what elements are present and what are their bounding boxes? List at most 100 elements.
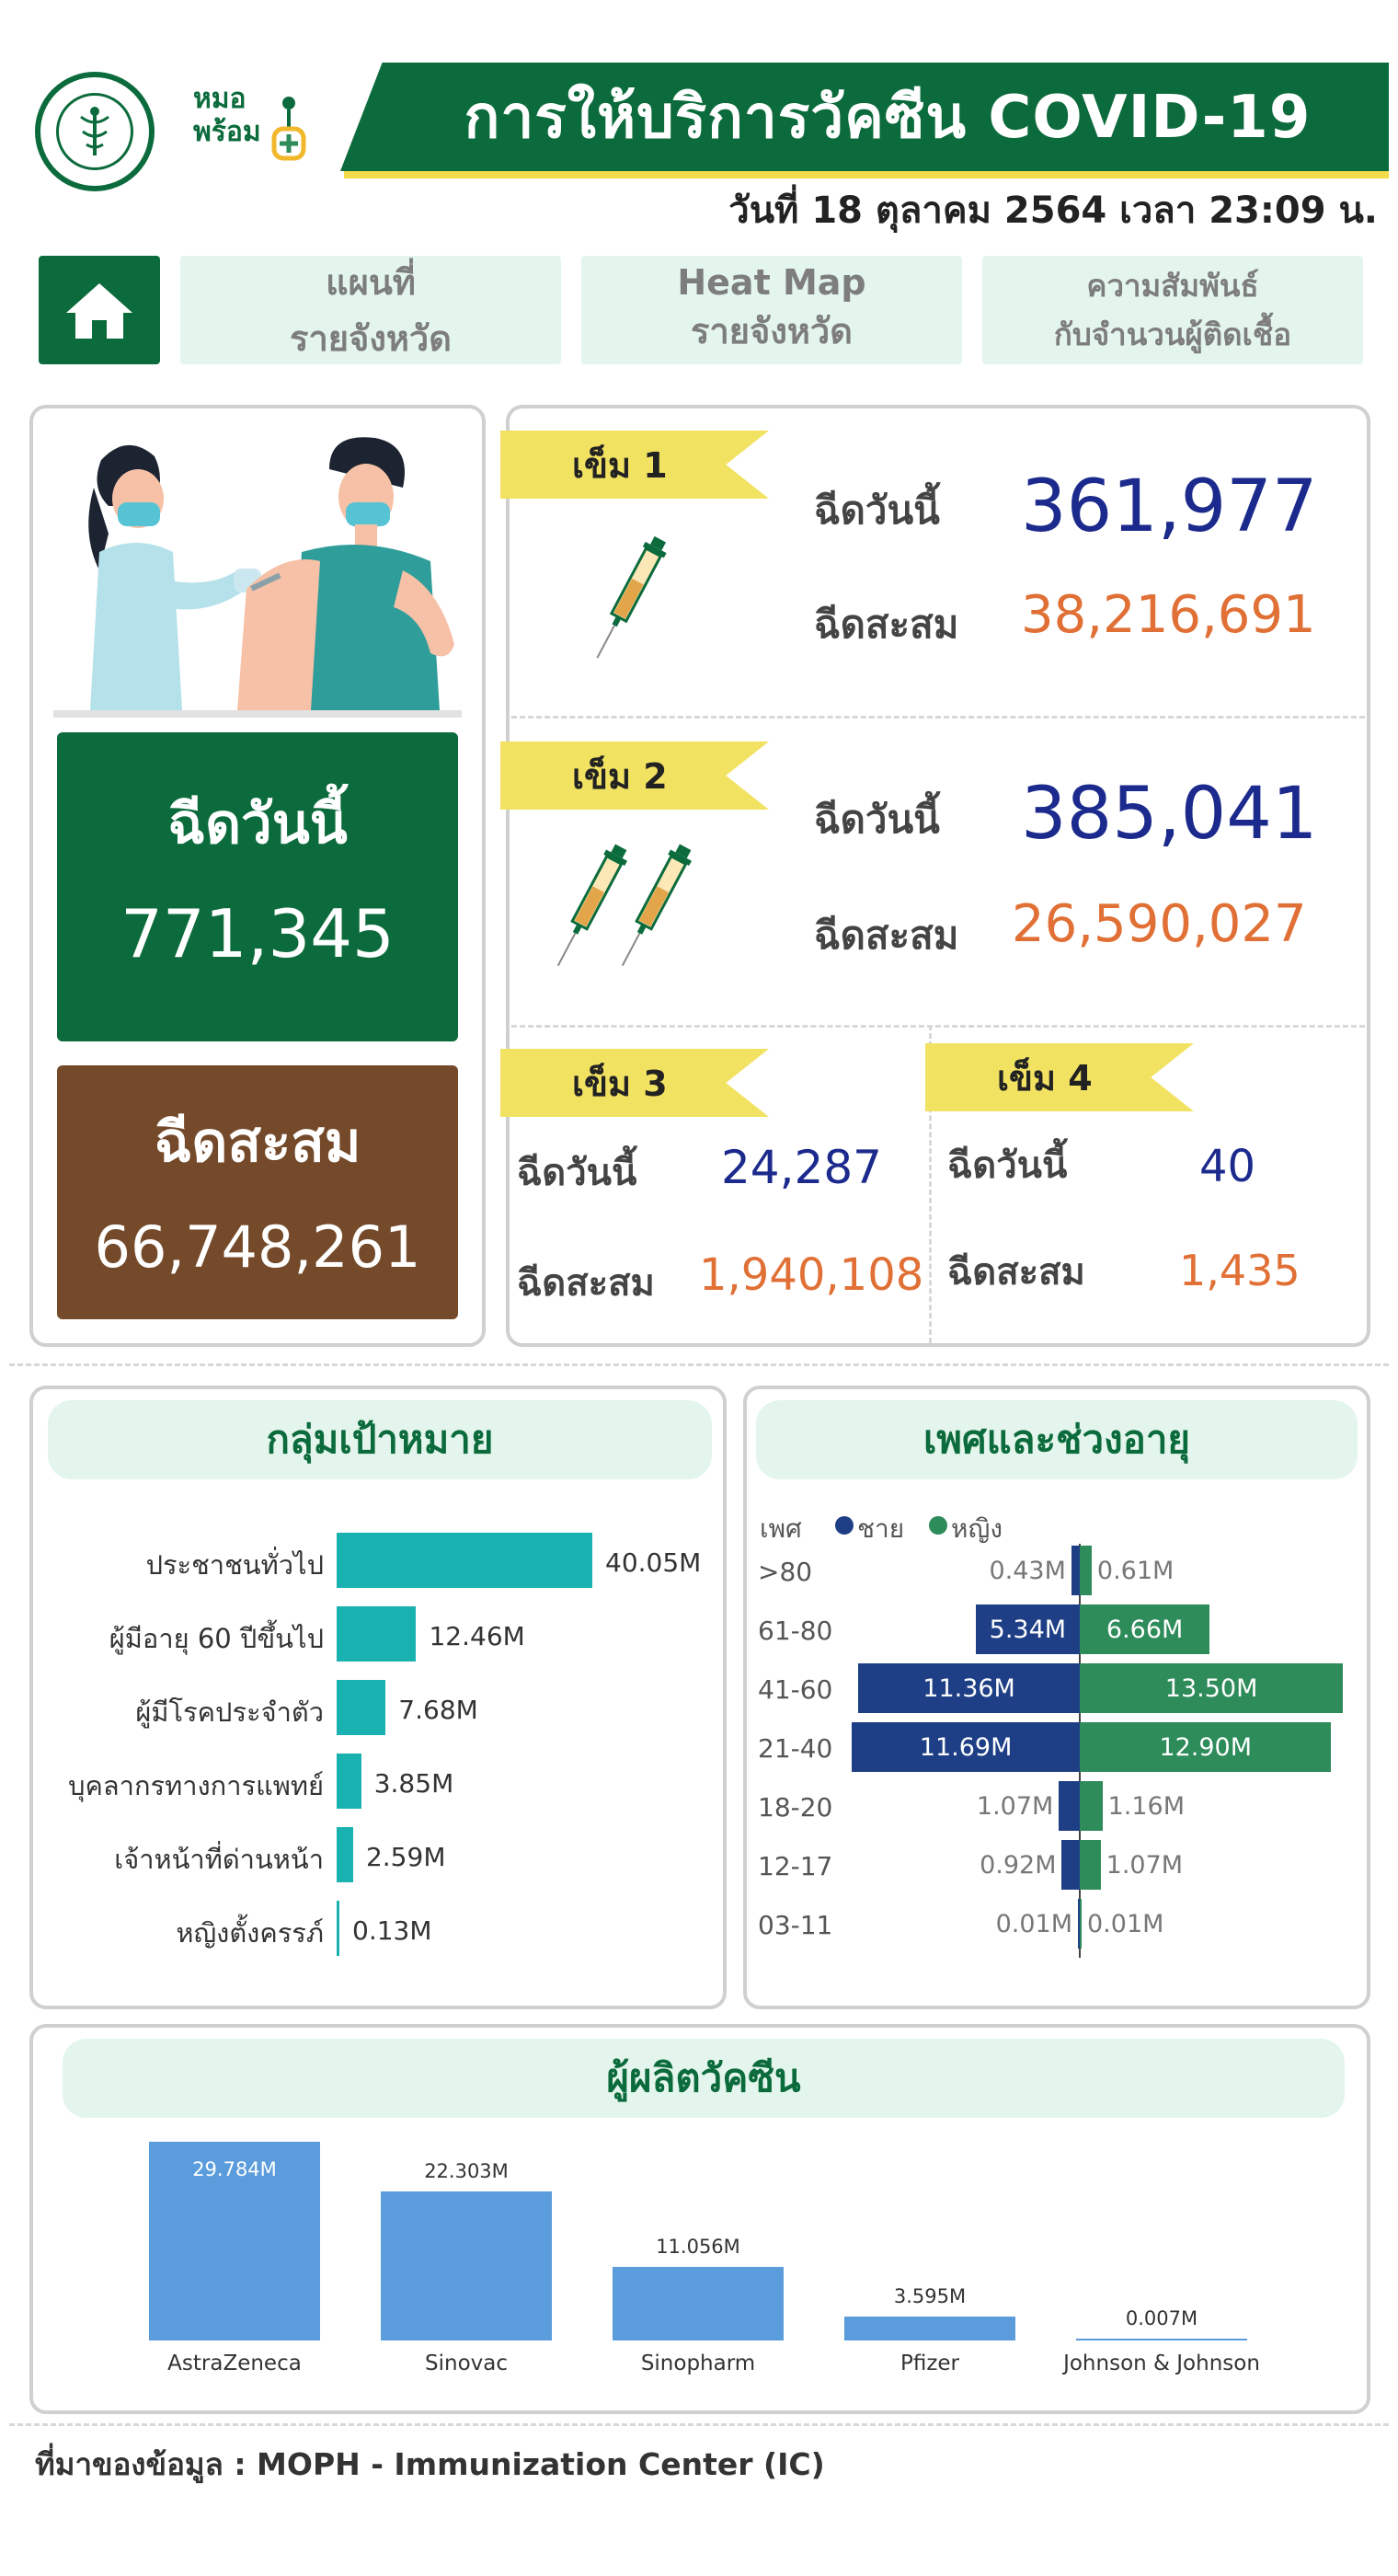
female-bar: [1080, 1899, 1082, 1949]
vaccine-bar-label: Sinopharm: [640, 2352, 756, 2375]
vaccine-bar-label: Johnson & Johnson: [1063, 2352, 1260, 2375]
nav-heatmap-line1: Heat Map: [677, 261, 866, 303]
female-bar: [1080, 1546, 1092, 1595]
gender-age-header: เพศและช่วงอายุ: [756, 1400, 1358, 1479]
vaccine-bar-value: 11.056M: [656, 2235, 740, 2258]
vaccine-bar-value: 0.007M: [1125, 2307, 1198, 2329]
male-bar-value: 1.07M: [976, 1792, 1054, 1821]
dose4-today-label: ฉีดวันนี้: [947, 1144, 1068, 1187]
target-bar-value: 40.05M: [605, 1547, 702, 1578]
target-bar-label: บุคลากรทางการแพทย์: [68, 1770, 324, 1801]
dose2-tag: เข็ม 2: [500, 742, 769, 810]
dose4-total-value: 1,435: [1179, 1246, 1301, 1295]
male-bar: [1071, 1546, 1080, 1595]
age-group-label: 12-17: [758, 1851, 833, 1881]
mor-prom-logo: หมอ พร้อม: [193, 83, 306, 175]
dose4-today-value: 40: [1199, 1141, 1256, 1192]
target-bar: [337, 1901, 339, 1956]
dose3-total-value: 1,940,108: [699, 1249, 924, 1301]
cumulative-total-value: 66,748,261: [94, 1213, 421, 1281]
male-bar-value: 0.43M: [989, 1557, 1066, 1585]
male-bar-value: 11.69M: [919, 1733, 1013, 1762]
nav-infection-relation-button[interactable]: ความสัมพันธ์ กับจำนวนผู้ติดเชื้อ: [982, 256, 1363, 364]
target-group-header: กลุ่มเป้าหมาย: [48, 1400, 712, 1479]
female-bar-value: 1.07M: [1106, 1851, 1184, 1880]
cumulative-total-card: ฉีดสะสม 66,748,261: [57, 1065, 458, 1319]
target-bar: [337, 1533, 592, 1588]
dose3-today-label: ฉีดวันนี้: [517, 1152, 637, 1194]
divider-dose1: [511, 716, 1365, 719]
male-bar-value: 0.01M: [995, 1910, 1072, 1938]
target-bar-label: ประชาชนทั่วไป: [145, 1549, 324, 1581]
male-bar: [852, 1722, 1080, 1772]
section-divider-1: [9, 1363, 1389, 1366]
target-group-chart: ประชาชนทั่วไป 40.05M ผู้มีอายุ 60 ปีขึ้นไป…: [29, 1490, 727, 2006]
vaccine-bar: [613, 2266, 784, 2340]
female-bar-value: 6.66M: [1106, 1616, 1184, 1644]
dose1-tag-label: เข็ม 1: [572, 444, 668, 486]
gender-age-chart: >80 0.43M 0.61M 61-80 5.34M 6.66M 41-60 11.36M 1…: [743, 1536, 1370, 2006]
vaccine-bar-label: AstraZeneca: [167, 2352, 302, 2375]
gender-age-title: เพศและช่วงอายุ: [922, 1417, 1191, 1462]
two-syringes-icon: [556, 844, 692, 967]
age-group-label: 18-20: [758, 1792, 833, 1823]
section-divider-2: [9, 2423, 1389, 2426]
target-bar-label: หญิงตั้งครรภ์: [176, 1917, 324, 1949]
target-bar-label: ผู้มีอายุ 60 ปีขึ้นไป: [109, 1623, 324, 1654]
male-bar-value: 11.36M: [922, 1674, 1015, 1703]
home-icon: [66, 283, 132, 339]
vaccine-bar: [1076, 2339, 1247, 2340]
female-bar: [1080, 1663, 1344, 1713]
nav-relation-line2: กับจำนวนผู้ติดเชื้อ: [1053, 316, 1292, 352]
dose2-total-label: ฉีดสะสม: [814, 913, 959, 958]
vaccine-bar: [149, 2142, 320, 2340]
nav-heatmap-button[interactable]: Heat Map รายจังหวัด: [581, 256, 962, 364]
male-bar: [1059, 1781, 1080, 1831]
cumulative-total-label: ฉีดสะสม: [154, 1110, 361, 1175]
dose4-total-label: ฉีดสะสม: [947, 1251, 1085, 1294]
female-bar: [1080, 1604, 1210, 1654]
nav-map-line1: แผนที่: [326, 262, 416, 303]
female-bar: [1080, 1722, 1332, 1772]
dose3-tag-label: เข็ม 3: [572, 1063, 668, 1104]
today-total-value: 771,345: [120, 895, 395, 972]
age-group-label: 21-40: [758, 1733, 833, 1764]
vaccine-bar-value: 3.595M: [893, 2284, 967, 2307]
dose3-today-value: 24,287: [721, 1141, 882, 1194]
title-stripe: [344, 171, 1389, 178]
female-bar-value: 0.61M: [1096, 1557, 1175, 1585]
home-button[interactable]: [39, 256, 160, 364]
male-bar-value: 5.34M: [989, 1616, 1067, 1644]
dose1-tag: เข็ม 1: [500, 431, 769, 499]
manufacturer-header: ผู้ผลิตวัคซีน: [63, 2039, 1345, 2118]
today-total-label: ฉีดวันนี้: [167, 792, 348, 857]
dose2-total-value: 26,590,027: [1012, 894, 1307, 954]
dose1-total-label: ฉีดสะสม: [814, 602, 959, 647]
target-bar-value: 0.13M: [352, 1915, 432, 1946]
update-date: วันที่ 18 ตุลาคม 2564 เวลา 23:09 น.: [728, 190, 1378, 232]
age-group-label: 61-80: [758, 1616, 833, 1646]
dose2-tag-label: เข็ม 2: [572, 755, 668, 797]
gender-legend-title: เพศ: [760, 1513, 802, 1544]
divider-dose2: [511, 1025, 1365, 1028]
nav-province-map-button[interactable]: แผนที่ รายจังหวัด: [180, 256, 561, 364]
data-source: ที่มาของข้อมูล : MOPH - Immunization Cen…: [35, 2446, 825, 2482]
dose1-today-label: ฉีดวันนี้: [814, 488, 940, 533]
moph-logo: [35, 72, 155, 191]
vaccination-illustration: [53, 437, 462, 718]
female-bar: [1080, 1781, 1103, 1831]
female-bar-value: 12.90M: [1159, 1733, 1253, 1762]
legend-male-dot: [835, 1516, 854, 1535]
age-group-label: >80: [758, 1557, 813, 1587]
age-group-label: 03-11: [758, 1910, 833, 1940]
target-bar: [337, 1827, 353, 1882]
female-bar-value: 13.50M: [1164, 1674, 1258, 1703]
mor-prom-line1: หมอ: [193, 83, 246, 115]
vaccine-bar-value: 22.303M: [424, 2160, 509, 2183]
mor-prom-line2: พร้อม: [193, 116, 261, 148]
male-bar: [858, 1663, 1080, 1713]
dose4-tag-label: เข็ม 4: [997, 1057, 1093, 1098]
female-bar-value: 1.16M: [1107, 1792, 1185, 1821]
target-bar-value: 12.46M: [429, 1621, 525, 1651]
vaccine-bar: [381, 2191, 552, 2340]
